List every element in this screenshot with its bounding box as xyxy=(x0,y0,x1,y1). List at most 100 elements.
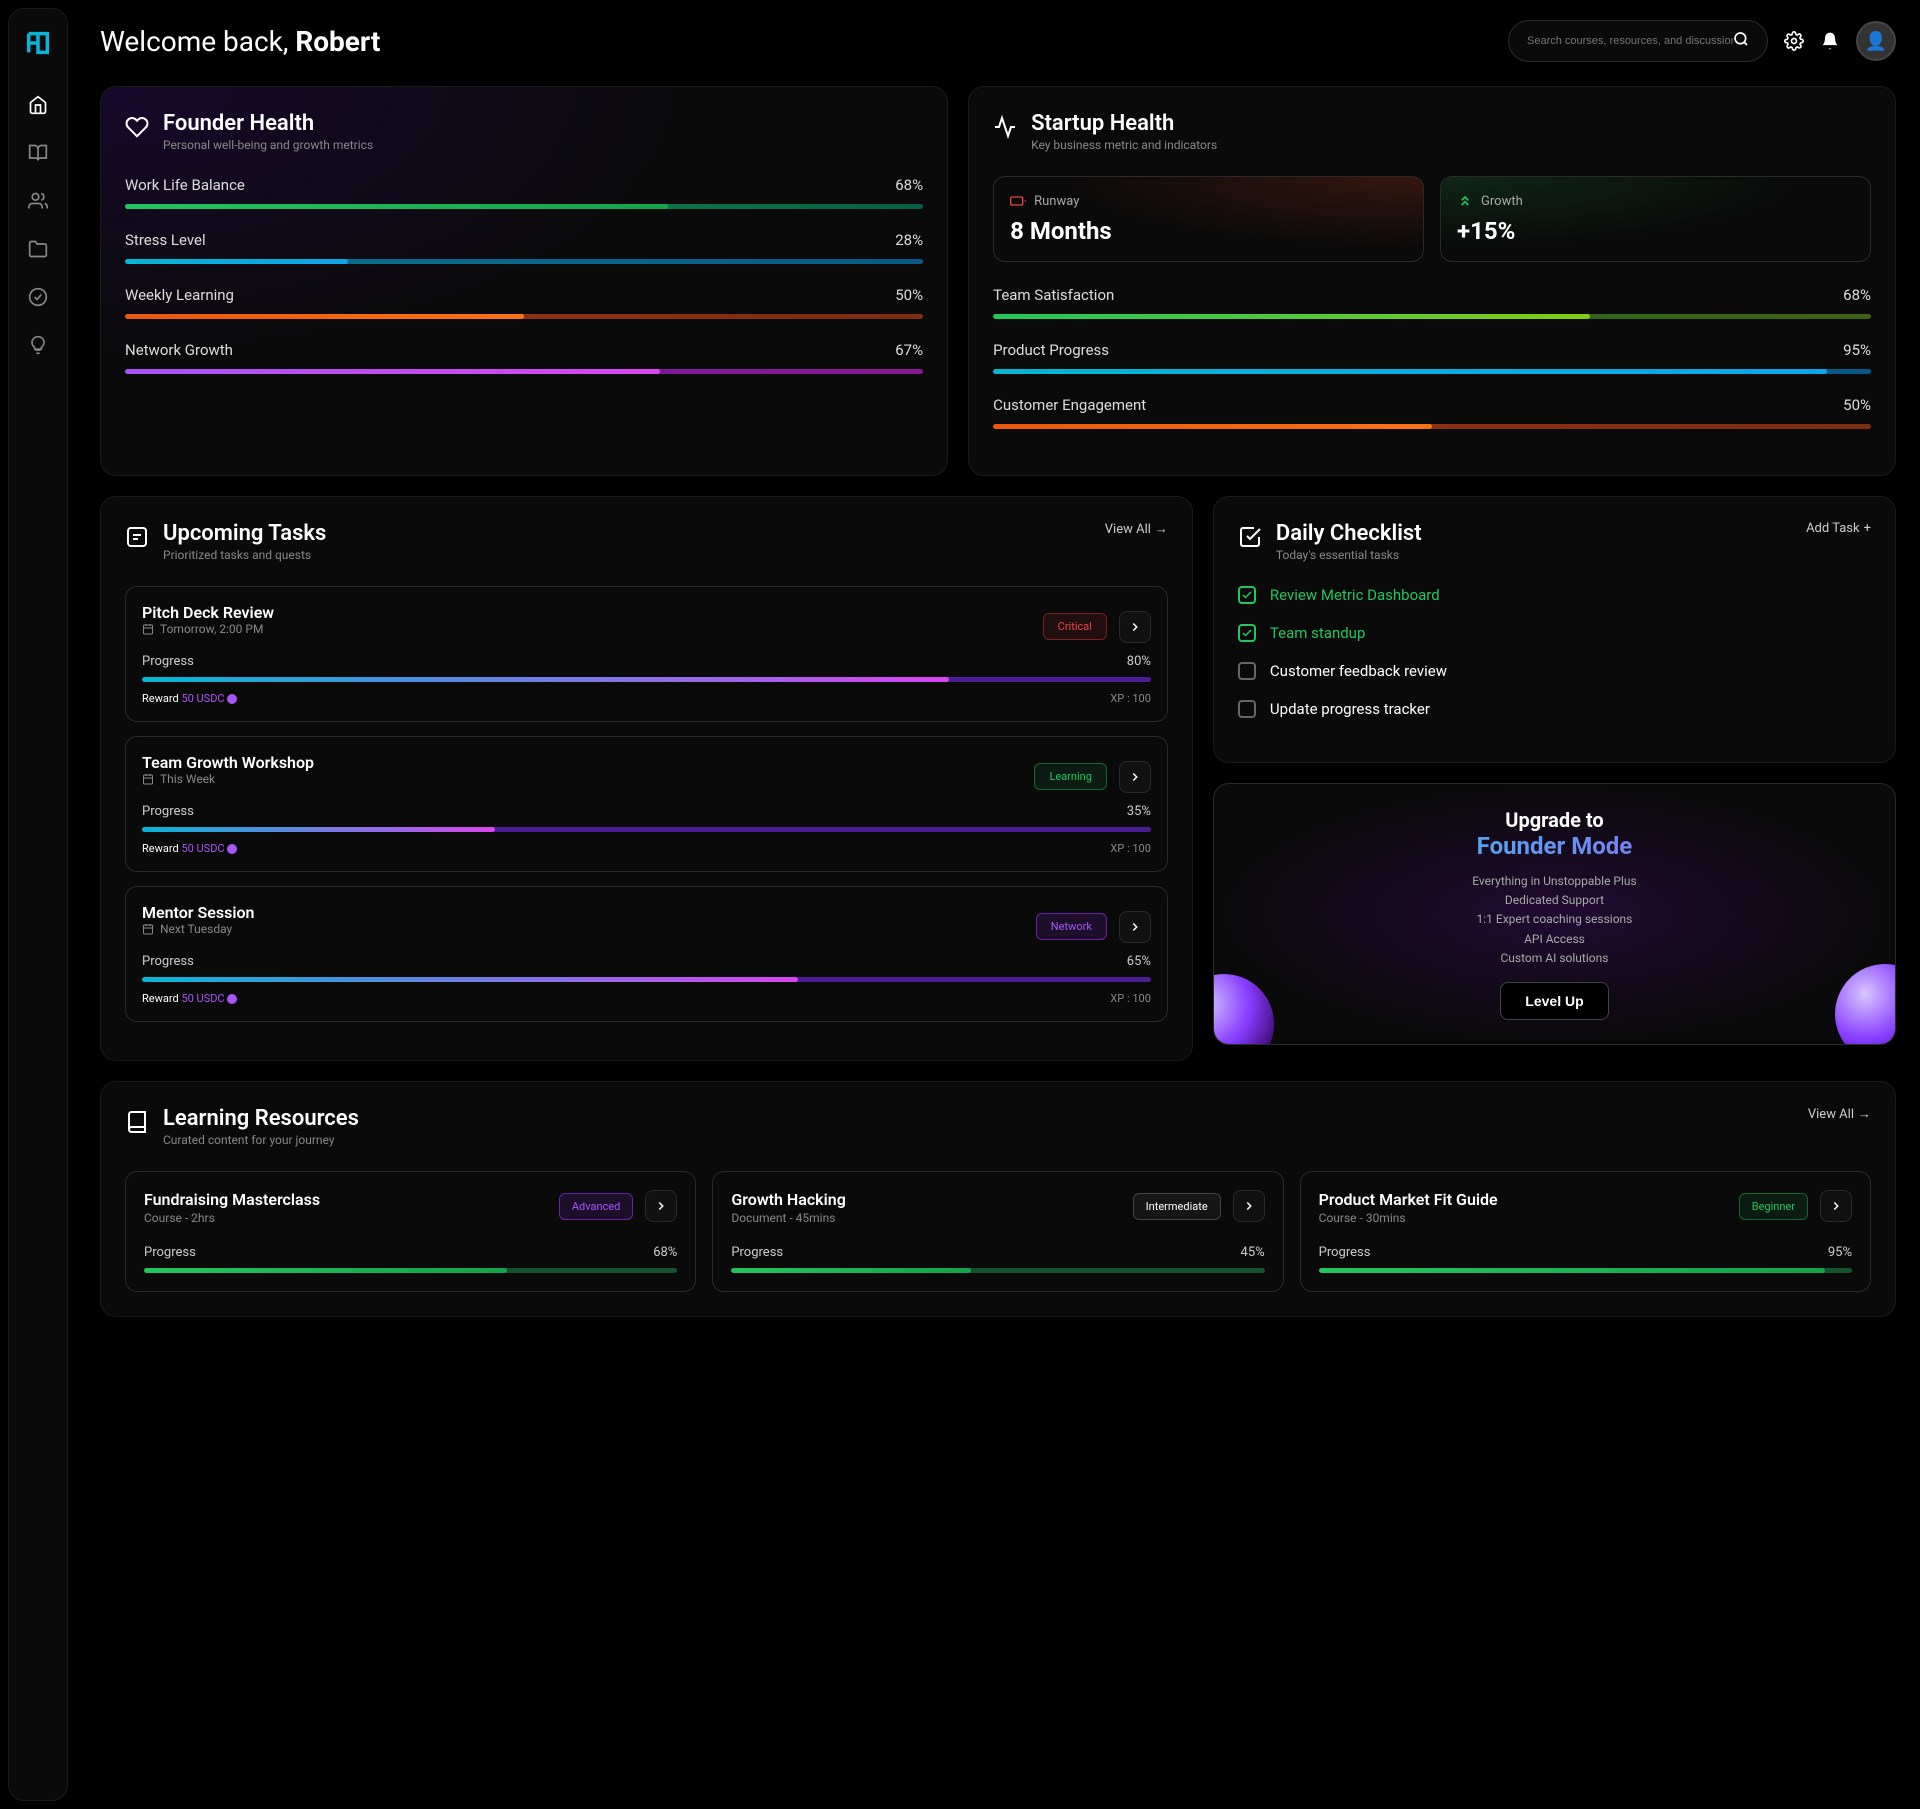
upgrade-mode: Founder Mode xyxy=(1238,832,1871,860)
tasks-subtitle: Prioritized tasks and quests xyxy=(163,548,326,562)
task-time: This Week xyxy=(142,772,314,786)
runway-label: Runway xyxy=(1034,194,1079,209)
logo xyxy=(24,29,52,57)
task-progress-label: Progress xyxy=(142,954,194,969)
progress-fill xyxy=(731,1268,971,1273)
doublechevron-up-icon xyxy=(1457,193,1473,209)
add-task-button[interactable]: Add Task + xyxy=(1806,521,1871,536)
checklist-subtitle: Today's essential tasks xyxy=(1276,548,1422,562)
tasks-view-all[interactable]: View All → xyxy=(1105,521,1168,537)
upgrade-card: Upgrade to Founder Mode Everything in Un… xyxy=(1213,783,1896,1045)
search-box[interactable] xyxy=(1508,20,1768,62)
progress-track xyxy=(142,827,1151,832)
resource-title: Fundraising Masterclass xyxy=(144,1190,320,1209)
task-item[interactable]: Mentor Session Next Tuesday Network Prog… xyxy=(125,886,1168,1022)
heart-icon xyxy=(125,115,149,139)
task-title: Pitch Deck Review xyxy=(142,603,274,622)
upgrade-feature: Custom AI solutions xyxy=(1238,949,1871,968)
resource-meta: Course - 2hrs xyxy=(144,1211,320,1225)
metric-row: Weekly Learning 50% xyxy=(125,286,923,319)
nav-check-icon[interactable] xyxy=(28,287,48,307)
task-open-button[interactable] xyxy=(1119,611,1151,643)
metric-row: Customer Engagement 50% xyxy=(993,396,1871,429)
upgrade-feature: 1:1 Expert coaching sessions xyxy=(1238,910,1871,929)
task-open-button[interactable] xyxy=(1119,761,1151,793)
checkbox-icon[interactable] xyxy=(1238,700,1256,718)
checkbox-icon[interactable] xyxy=(1238,624,1256,642)
plus-icon: + xyxy=(1864,521,1871,536)
progress-track xyxy=(142,677,1151,682)
resource-progress-label: Progress xyxy=(144,1245,196,1260)
runway-value: 8 Months xyxy=(1010,217,1407,245)
metric-value: 67% xyxy=(895,341,923,359)
task-open-button[interactable] xyxy=(1119,911,1151,943)
checklist-title: Daily Checklist xyxy=(1276,521,1422,546)
upgrade-feature: Dedicated Support xyxy=(1238,891,1871,910)
level-up-button[interactable]: Level Up xyxy=(1500,982,1608,1020)
learning-resources-card: Learning Resources Curated content for y… xyxy=(100,1081,1896,1317)
resource-meta: Course - 30mins xyxy=(1319,1211,1498,1225)
progress-fill xyxy=(142,977,798,982)
resource-open-button[interactable] xyxy=(1233,1190,1265,1222)
progress-track xyxy=(125,314,923,319)
task-progress-value: 80% xyxy=(1127,654,1151,669)
progress-fill xyxy=(993,424,1432,429)
checklist-label: Customer feedback review xyxy=(1270,662,1447,680)
resource-open-button[interactable] xyxy=(1820,1190,1852,1222)
nav-community-icon[interactable] xyxy=(28,191,48,211)
task-reward: Reward 50 USDC xyxy=(142,842,237,855)
progress-track xyxy=(993,424,1871,429)
resources-icon xyxy=(125,1110,149,1134)
metric-value: 28% xyxy=(895,231,923,249)
nav-home-icon[interactable] xyxy=(28,95,48,115)
metric-row: Network Growth 67% xyxy=(125,341,923,374)
checklist-label: Update progress tracker xyxy=(1270,700,1430,718)
search-input[interactable] xyxy=(1527,35,1733,47)
task-xp: XP : 100 xyxy=(1110,992,1151,1005)
progress-track xyxy=(142,977,1151,982)
checklist-item[interactable]: Review Metric Dashboard xyxy=(1238,586,1871,604)
settings-icon[interactable] xyxy=(1784,31,1804,51)
metric-label: Customer Engagement xyxy=(993,396,1146,414)
resource-item[interactable]: Growth Hacking Document - 45mins Interme… xyxy=(712,1171,1283,1292)
nav-book-icon[interactable] xyxy=(28,143,48,163)
resource-open-button[interactable] xyxy=(645,1190,677,1222)
upgrade-feature: Everything in Unstoppable Plus xyxy=(1238,872,1871,891)
checklist-item[interactable]: Customer feedback review xyxy=(1238,662,1871,680)
nav-bulb-icon[interactable] xyxy=(28,335,48,355)
checkbox-icon[interactable] xyxy=(1238,586,1256,604)
progress-track xyxy=(125,259,923,264)
header: Welcome back, Robert 👤 xyxy=(100,20,1896,62)
metric-label: Weekly Learning xyxy=(125,286,234,304)
metric-row: Product Progress 95% xyxy=(993,341,1871,374)
task-title: Mentor Session xyxy=(142,903,255,922)
progress-track xyxy=(144,1268,677,1273)
resource-item[interactable]: Product Market Fit Guide Course - 30mins… xyxy=(1300,1171,1871,1292)
task-xp: XP : 100 xyxy=(1110,842,1151,855)
checklist-item[interactable]: Update progress tracker xyxy=(1238,700,1871,718)
resources-view-all[interactable]: View All → xyxy=(1808,1106,1871,1122)
avatar[interactable]: 👤 xyxy=(1856,21,1896,61)
checkbox-icon[interactable] xyxy=(1238,662,1256,680)
task-item[interactable]: Team Growth Workshop This Week Learning … xyxy=(125,736,1168,872)
bell-icon[interactable] xyxy=(1820,31,1840,51)
task-time: Tomorrow, 2:00 PM xyxy=(142,622,274,636)
checklist-label: Team standup xyxy=(1270,624,1365,642)
progress-track xyxy=(125,369,923,374)
activity-icon xyxy=(993,115,1017,139)
metric-label: Work Life Balance xyxy=(125,176,245,194)
resource-item[interactable]: Fundraising Masterclass Course - 2hrs Ad… xyxy=(125,1171,696,1292)
nav-folder-icon[interactable] xyxy=(28,239,48,259)
search-icon xyxy=(1733,31,1749,51)
checklist-label: Review Metric Dashboard xyxy=(1270,586,1440,604)
progress-fill xyxy=(1319,1268,1826,1273)
metric-row: Work Life Balance 68% xyxy=(125,176,923,209)
resource-progress-value: 95% xyxy=(1828,1245,1852,1260)
resource-tag: Intermediate xyxy=(1133,1193,1221,1220)
daily-checklist-card: Daily Checklist Today's essential tasks … xyxy=(1213,496,1896,763)
checklist-item[interactable]: Team standup xyxy=(1238,624,1871,642)
task-item[interactable]: Pitch Deck Review Tomorrow, 2:00 PM Crit… xyxy=(125,586,1168,722)
progress-fill xyxy=(993,369,1827,374)
resource-progress-value: 68% xyxy=(653,1245,677,1260)
resource-tag: Beginner xyxy=(1739,1193,1808,1220)
